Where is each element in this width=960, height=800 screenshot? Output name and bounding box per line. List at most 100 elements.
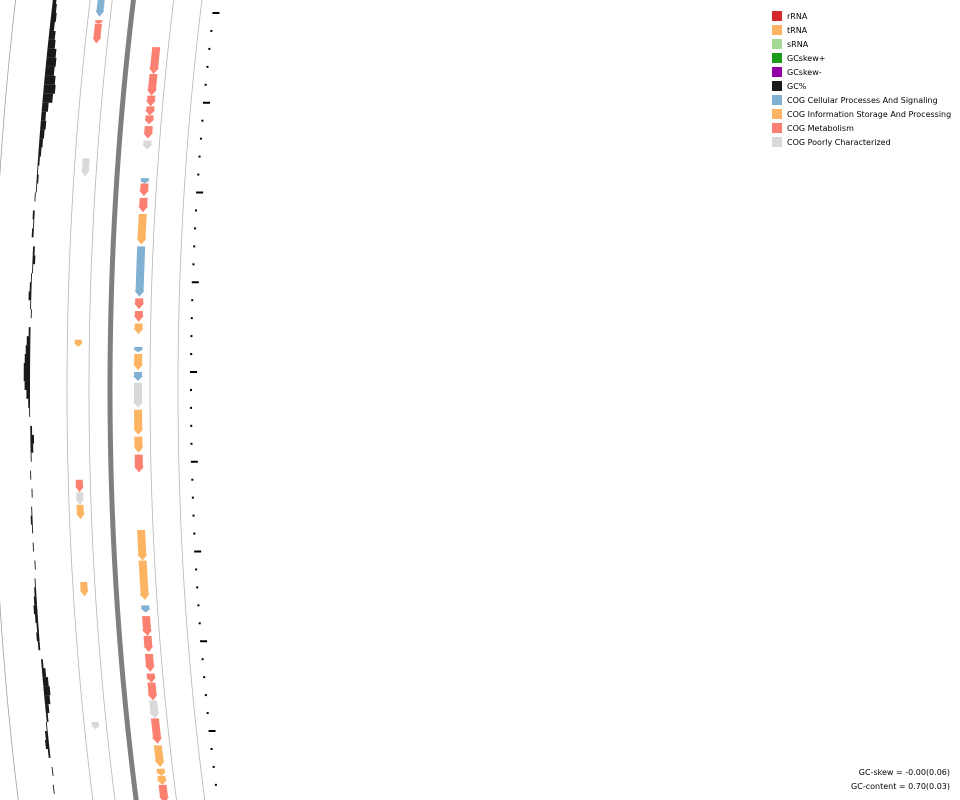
legend-label: COG Metabolism — [787, 123, 854, 133]
gene-cog-metabolism — [133, 454, 144, 473]
legend-item-cog-information-storage-and-processing: COG Information Storage And Processing — [772, 107, 951, 121]
legend-label: tRNA — [787, 25, 808, 35]
gc-content-bar — [46, 48, 57, 58]
gc-content-bar — [30, 309, 32, 319]
legend-item-gcskew: GCskew+ — [772, 51, 951, 65]
gc-content-bar — [54, 793, 56, 800]
gene-cog-metabolism — [142, 616, 153, 636]
gc-content-bar — [34, 192, 36, 202]
gc-content-bar — [28, 327, 31, 337]
legend-swatch — [772, 67, 782, 77]
gene-cog-cellular-processes-and-signaling — [134, 246, 146, 297]
gene-cog-information-storage-and-processing — [138, 560, 150, 600]
legend-label: COG Information Storage And Processing — [787, 109, 952, 119]
legend-swatch — [772, 53, 782, 63]
legend-label: sRNA — [787, 39, 809, 49]
legend-item-srna: sRNA — [772, 37, 951, 51]
gc-content-bar — [37, 641, 41, 651]
gc-content-bar — [34, 578, 36, 588]
legend-label: rRNA — [787, 11, 808, 21]
gc-content-bar — [52, 775, 54, 785]
gene-cog-information-storage-and-processing — [153, 745, 165, 767]
gc-content-bar — [23, 372, 31, 381]
legend-label: COG Poorly Characterized — [787, 137, 891, 147]
gc-content-bar — [30, 434, 35, 444]
gc-content-bar — [45, 722, 48, 731]
gene-cog-metabolism — [145, 106, 156, 116]
gc-content-bar — [36, 632, 40, 642]
gc-content-bar — [43, 75, 56, 85]
gene-cog-metabolism — [150, 718, 162, 744]
gc-content-bar — [28, 398, 31, 408]
gc-content-bar — [36, 165, 39, 175]
gc-content-bar — [32, 255, 36, 265]
gc-content-bar — [32, 264, 34, 274]
legend-swatch — [772, 81, 782, 91]
legend-label: GCskew- — [787, 67, 822, 77]
gc-content-bar — [44, 695, 51, 705]
legend: rRNA tRNA sRNA GCskew+ GCskew- GC% COG Cellula… — [772, 9, 951, 149]
gene-cog-poorly-characterized — [133, 382, 144, 408]
gc-content-bar — [25, 345, 31, 355]
gene-cog-cellular-processes-and-signaling — [95, 0, 105, 17]
gc-content-bar — [40, 111, 47, 121]
gc-content-bar — [26, 389, 31, 399]
gc-content-bar — [43, 84, 56, 94]
gc-content-track — [23, 0, 57, 800]
gc-content-bar — [44, 731, 49, 740]
gc-content-bar — [32, 542, 34, 552]
legend-swatch — [772, 25, 782, 35]
track-guide-lines — [0, 0, 206, 800]
gc-content-bar — [51, 766, 54, 776]
gc-content-stat: GC-content = 0.70(0.03) — [851, 782, 950, 791]
gc-content-bar — [33, 596, 38, 606]
gc-content-bar — [32, 246, 35, 256]
legend-label: GCskew+ — [787, 53, 826, 63]
gc-content-bar — [47, 748, 51, 758]
gene-cog-metabolism — [94, 20, 104, 24]
gene-cog-cellular-processes-and-signaling — [139, 178, 150, 184]
gc-content-bar — [32, 210, 35, 220]
gc-content-bar — [31, 524, 34, 534]
track-guide-line — [88, 0, 116, 800]
gc-content-bar — [24, 380, 31, 390]
track-guide-line — [0, 0, 19, 800]
gene-cog-information-storage-and-processing — [75, 504, 85, 520]
gc-content-bar — [31, 228, 34, 238]
gc-content-bar — [30, 273, 33, 283]
gc-content-bar — [34, 587, 37, 597]
legend-swatch — [772, 39, 782, 49]
gene-cog-metabolism — [144, 115, 155, 125]
legend-swatch — [772, 109, 782, 119]
gc-content-bar — [45, 713, 49, 723]
gene-cog-information-storage-and-processing — [133, 354, 144, 371]
gene-cog-metabolism — [74, 479, 84, 493]
legend-swatch — [772, 95, 782, 105]
track-guide-line — [149, 0, 177, 800]
gc-content-bar — [26, 336, 31, 346]
gene-cog-information-storage-and-processing — [136, 214, 147, 245]
legend-item-cog-poorly-characterized: COG Poorly Characterized — [772, 135, 951, 149]
gc-content-bar — [45, 739, 50, 749]
gene-cog-cellular-processes-and-signaling — [133, 372, 144, 381]
gene-cog-poorly-characterized — [142, 140, 153, 150]
legend-item-gcskew: GCskew- — [772, 65, 951, 79]
gene-cog-information-storage-and-processing — [79, 582, 89, 597]
gene-cog-poorly-characterized — [80, 158, 90, 177]
gc-content-bar — [33, 605, 38, 615]
gene-cog-information-storage-and-processing — [156, 775, 167, 785]
gc-content-bar — [37, 156, 40, 166]
gc-content-bar — [38, 138, 44, 148]
legend-label: GC% — [787, 81, 807, 91]
gene-cog-metabolism — [143, 126, 154, 139]
gc-content-bar — [23, 363, 31, 372]
gc-content-bar — [50, 13, 57, 22]
gc-content-bar — [34, 201, 36, 211]
gc-content-bar — [52, 0, 57, 5]
gc-skew-stat: GC-skew = -0.00(0.06) — [858, 768, 950, 777]
legend-item-trna: tRNA — [772, 23, 951, 37]
gc-content-bar — [43, 686, 51, 696]
gc-content-bar — [42, 677, 49, 687]
gc-content-bar — [48, 30, 56, 40]
